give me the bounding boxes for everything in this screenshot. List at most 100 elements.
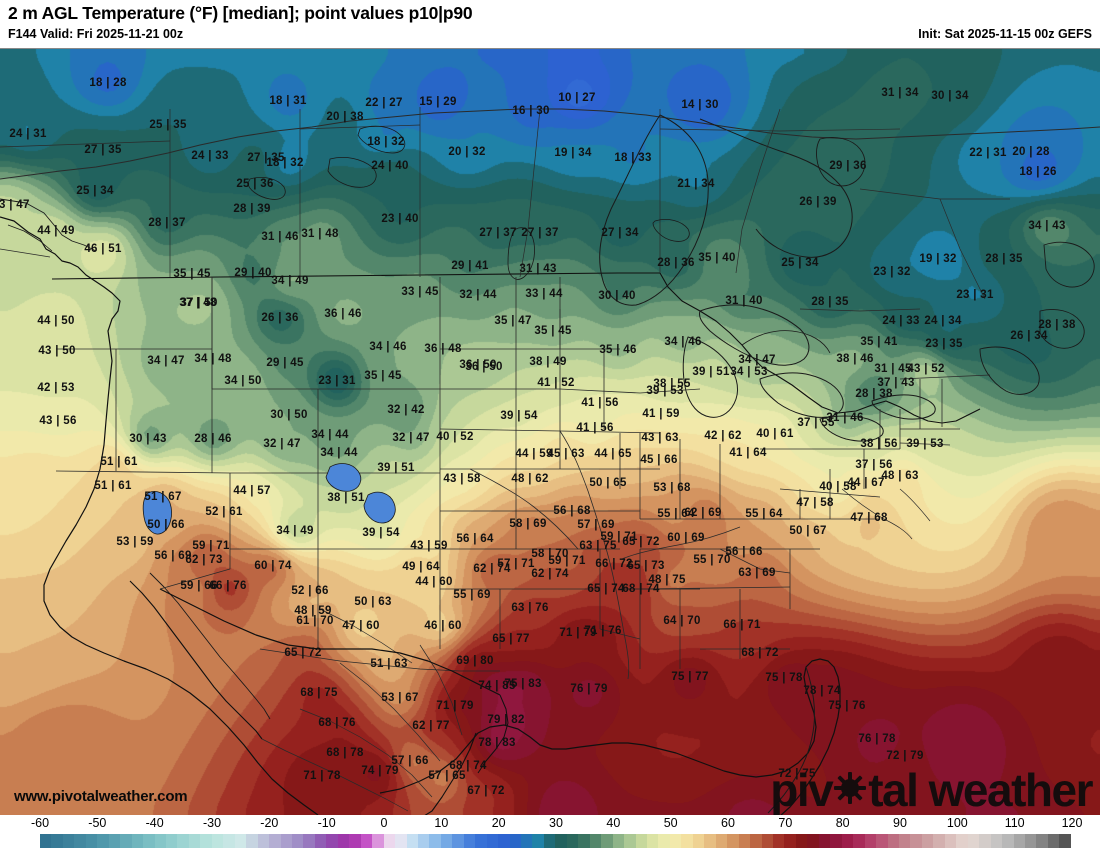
point-value-label: 34 | 47 (738, 354, 776, 366)
color-scale-cell (1036, 834, 1048, 848)
color-scale-tick-30: 30 (549, 816, 563, 830)
point-value-label: 31 | 34 (881, 87, 919, 99)
point-value-label: 41 | 59 (642, 408, 680, 420)
point-value-label: 66 | 71 (723, 619, 761, 631)
point-value-label: 18 | 28 (89, 77, 127, 89)
point-value-label: 32 | 42 (387, 404, 425, 416)
point-value-label: 35 | 40 (698, 252, 736, 264)
color-scale-cell (143, 834, 155, 848)
point-value-label: 24 | 31 (9, 128, 47, 140)
color-scale-cell (406, 834, 418, 848)
point-value-label: 68 | 76 (318, 717, 356, 729)
point-value-label: 51 | 61 (100, 456, 138, 468)
color-scale-cell (1047, 834, 1060, 848)
point-value-label: 34 | 50 (224, 375, 262, 387)
color-scale-cell (715, 834, 728, 848)
color-scale-tick--30: -30 (202, 816, 222, 830)
point-value-label: 62 | 77 (412, 720, 450, 732)
point-value-label: 59 | 71 (192, 540, 230, 552)
point-value-label: 55 | 69 (453, 589, 491, 601)
point-value-label: 65 | 72 (622, 536, 660, 548)
point-value-label: 22 | 27 (365, 97, 403, 109)
color-scale-cell (383, 834, 396, 848)
point-value-label: 58 | 69 (509, 518, 547, 530)
color-scale-cell (647, 834, 659, 848)
point-value-label: 43 | 47 (0, 199, 30, 211)
point-value-label: 62 | 74 (531, 568, 569, 580)
point-value-label: 21 | 34 (677, 178, 715, 190)
color-scale-cell (51, 834, 63, 848)
point-value-label: 34 | 49 (271, 275, 309, 287)
color-scale-cell (165, 834, 178, 848)
color-scale-cell (395, 834, 407, 848)
color-scale-tick-0: 0 (380, 816, 388, 830)
point-value-label: 30 | 34 (931, 90, 969, 102)
point-value-label: 53 | 68 (653, 482, 691, 494)
weather-map[interactable]: 24 | 31 18 | 28 27 | 35 25 | 35 25 | 34 43 | … (0, 48, 1100, 815)
point-value-label: 71 | 79 (559, 627, 597, 639)
color-scale-cell (463, 834, 476, 848)
pivotal-weather-watermark: piv (770, 766, 1093, 813)
color-scale-tick--50: -50 (88, 816, 107, 830)
color-scale-cell (692, 834, 705, 848)
point-value-label: 35 | 46 (599, 344, 637, 356)
point-value-label: 35 | 45 (173, 268, 211, 280)
point-value-label: 51 | 67 (144, 491, 182, 503)
color-scale-cell (578, 834, 590, 848)
color-scale-cell (211, 834, 224, 848)
color-scale-cell (555, 834, 567, 848)
color-scale-cell (349, 834, 361, 848)
point-value-label: 36 | 50 (465, 361, 503, 373)
point-value-label: 31 | 46 (826, 412, 864, 424)
point-value-label: 41 | 56 (581, 397, 619, 409)
color-scale-cell (841, 834, 854, 848)
point-value-label: 59 | 66 (180, 580, 218, 592)
init-time-label: Init: Sat 2025-11-15 00z GEFS (918, 27, 1092, 41)
color-scale-tick-60: 60 (721, 816, 735, 830)
color-scale-cell (853, 834, 865, 848)
point-value-label: 34 | 46 (664, 336, 702, 348)
point-value-label: 38 | 46 (836, 353, 874, 365)
point-value-label: 31 | 43 (519, 263, 557, 275)
point-value-label: 26 | 36 (261, 312, 299, 324)
color-scale-tick-120: 120 (1061, 816, 1083, 830)
point-value-label: 56 | 69 (154, 550, 192, 562)
point-value-label: 15 | 29 (419, 96, 457, 108)
color-scale-cell (773, 834, 785, 848)
color-scale-cell (956, 834, 968, 848)
point-value-label: 47 | 60 (342, 620, 380, 632)
color-scale-cell (108, 834, 121, 848)
color-scale-cell (417, 834, 430, 848)
point-value-label: 32 | 47 (263, 438, 301, 450)
point-value-label: 48 | 59 (294, 605, 332, 617)
point-value-label: 20 | 32 (448, 146, 486, 158)
color-scale-cell (1059, 834, 1071, 848)
color-scale-cell (486, 834, 499, 848)
point-value-label: 29 | 40 (234, 267, 272, 279)
point-value-label: 75 | 77 (671, 671, 709, 683)
color-scale-legend[interactable]: -60 -50 -40 -30 -20 -10 0 10 20 30 40 50 60 70 80 90 100… (0, 815, 1100, 850)
color-scale-tick--10: -10 (317, 816, 336, 830)
point-value-label: 30 | 40 (598, 290, 636, 302)
point-value-label: 27 | 35 (84, 144, 122, 156)
color-scale-cell (429, 834, 441, 848)
point-value-label: 28 | 38 (1038, 319, 1076, 331)
point-value-label: 39 | 51 (377, 462, 415, 474)
point-value-label: 34 | 47 (147, 355, 185, 367)
point-value-label: 63 | 69 (738, 567, 776, 579)
point-value-label: 42 | 53 (37, 382, 75, 394)
color-scale-cell (154, 834, 166, 848)
point-value-label: 28 | 35 (811, 296, 849, 308)
point-value-label: 14 | 30 (681, 99, 719, 111)
point-value-label: 74 | 85 (478, 680, 516, 692)
color-scale-tick-10: 10 (434, 816, 449, 830)
color-scale-cell (864, 834, 877, 848)
point-value-label: 27 | 34 (601, 227, 639, 239)
point-value-label: 72 | 75 (778, 768, 816, 780)
point-value-label: 44 | 59 (515, 448, 553, 460)
color-scale-cell (234, 834, 247, 848)
point-value-label: 68 | 74 (449, 760, 487, 772)
point-value-label: 47 | 68 (850, 512, 888, 524)
point-value-label: 53 | 67 (381, 692, 419, 704)
point-value-label: 75 | 78 (765, 672, 803, 684)
